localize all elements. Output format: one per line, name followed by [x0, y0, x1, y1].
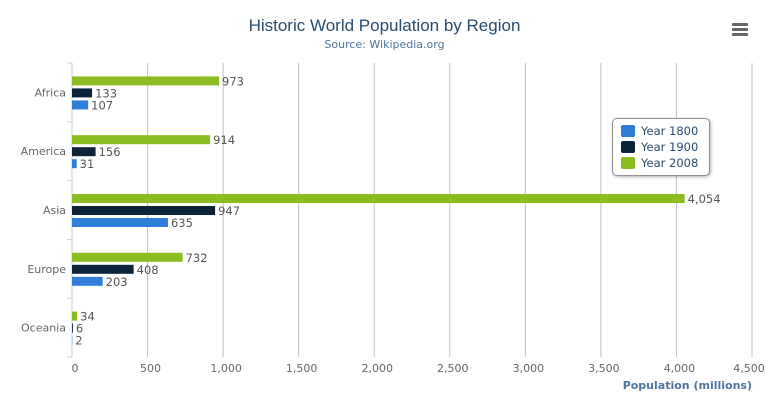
category-label: Europe: [27, 263, 66, 276]
category-label: Oceania: [21, 322, 66, 335]
bar-year-1900: [72, 147, 96, 157]
data-label: 947: [218, 204, 240, 218]
data-label: 408: [137, 263, 159, 277]
data-label: 133: [95, 86, 117, 100]
legend-swatch: [621, 125, 635, 137]
x-tick-label: 4,000: [664, 362, 696, 375]
data-label: 31: [80, 157, 95, 171]
data-label: 34: [80, 310, 95, 324]
data-label: 2: [75, 334, 82, 348]
category-label: America: [21, 145, 66, 158]
bar-year-1800: [72, 100, 89, 110]
x-tick-label: 1,000: [210, 362, 242, 375]
legend-label: Year 2008: [641, 156, 699, 170]
bar-year-2008: [72, 311, 78, 321]
x-tick-label: 4,500: [733, 362, 765, 375]
chart-subtitle: Source: Wikipedia.org: [324, 38, 445, 51]
axis-title: Population (millions): [623, 379, 752, 392]
legend-item[interactable]: Year 2008: [621, 155, 709, 171]
legend-swatch: [621, 157, 635, 169]
x-tick-label: 0: [72, 362, 79, 375]
bar-year-1800: [72, 159, 77, 169]
bar-year-2008: [72, 194, 685, 203]
data-label: 914: [213, 133, 235, 147]
legend: Year 1800 Year 1900 Year 2008: [612, 118, 710, 176]
x-tick-label: 3,500: [588, 362, 620, 375]
x-tick-label: 2,500: [437, 362, 469, 375]
bar-year-1900: [72, 88, 93, 98]
data-label: 107: [91, 98, 113, 112]
bar-year-1900: [72, 264, 134, 274]
data-label: 635: [171, 216, 193, 230]
x-tick-label: 1,500: [286, 362, 318, 375]
bar-year-1900: [72, 206, 216, 215]
legend-item[interactable]: Year 1800: [621, 123, 709, 139]
category-label: Asia: [43, 204, 66, 217]
x-tick-label: 3,000: [513, 362, 545, 375]
category-label: Africa: [35, 86, 66, 99]
bar-year-2008: [72, 135, 211, 145]
data-label: 732: [186, 251, 208, 265]
data-label: 973: [222, 74, 244, 88]
chart-title: Historic World Population by Region: [248, 16, 521, 35]
x-tick-label: 2,000: [361, 362, 393, 375]
legend-label: Year 1800: [641, 124, 699, 138]
bar-year-2008: [72, 76, 220, 86]
bar-year-2008: [72, 252, 183, 262]
x-tick-label: 500: [140, 362, 161, 375]
hamburger-menu-icon[interactable]: [732, 23, 748, 37]
bar-year-1800: [72, 218, 168, 227]
legend-swatch: [621, 141, 635, 153]
data-label: 6: [76, 322, 83, 336]
data-label: 203: [106, 275, 128, 289]
legend-label: Year 1900: [641, 140, 699, 154]
data-label: 4,054: [688, 192, 721, 206]
bar-year-1800: [72, 276, 103, 286]
bar-year-1900: [72, 323, 73, 333]
legend-item[interactable]: Year 1900: [621, 139, 709, 155]
data-label: 156: [99, 145, 121, 159]
